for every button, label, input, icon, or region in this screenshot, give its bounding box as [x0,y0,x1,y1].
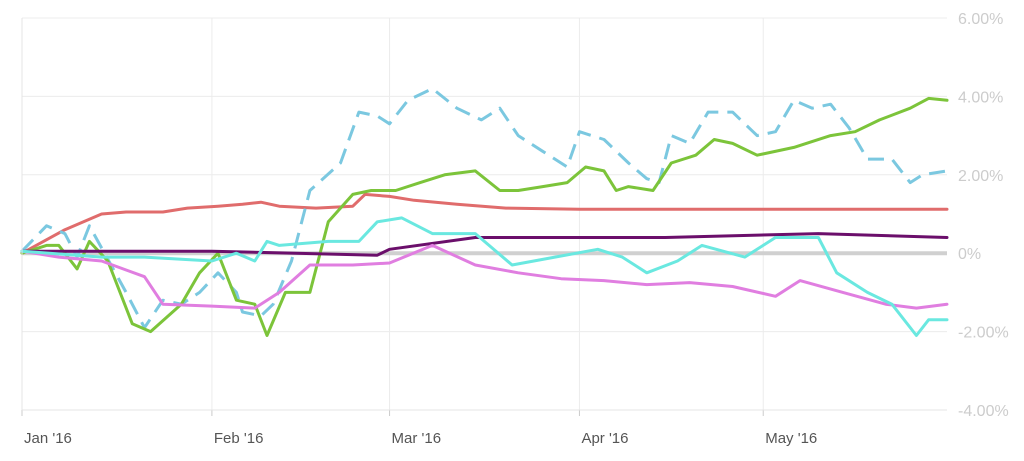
x-tick-label: Apr '16 [581,430,628,447]
y-tick-label: -2.00% [958,325,1009,342]
y-tick-label: 2.00% [958,168,1003,185]
series-line-5 [20,243,949,310]
grid [21,17,947,411]
y-tick-label: 4.00% [958,89,1003,106]
x-tick-label: Mar '16 [392,430,442,447]
series-line-6 [20,216,949,337]
series-line-4 [20,232,949,257]
x-tick-label: May '16 [765,430,817,447]
x-tick-label: Feb '16 [214,430,264,447]
y-tick-label: -4.00% [958,403,1009,420]
y-tick-label: 6.00% [958,11,1003,28]
series-lines [20,87,949,337]
x-tick-label: Jan '16 [24,430,72,447]
series-line-3 [20,96,949,337]
y-tick-label: 0% [958,246,981,263]
series-line-1 [20,192,949,255]
axes: 6.00% 4.00% 2.00% 0% -2.00% -4.00% Jan '16 Feb … [21,11,1009,447]
